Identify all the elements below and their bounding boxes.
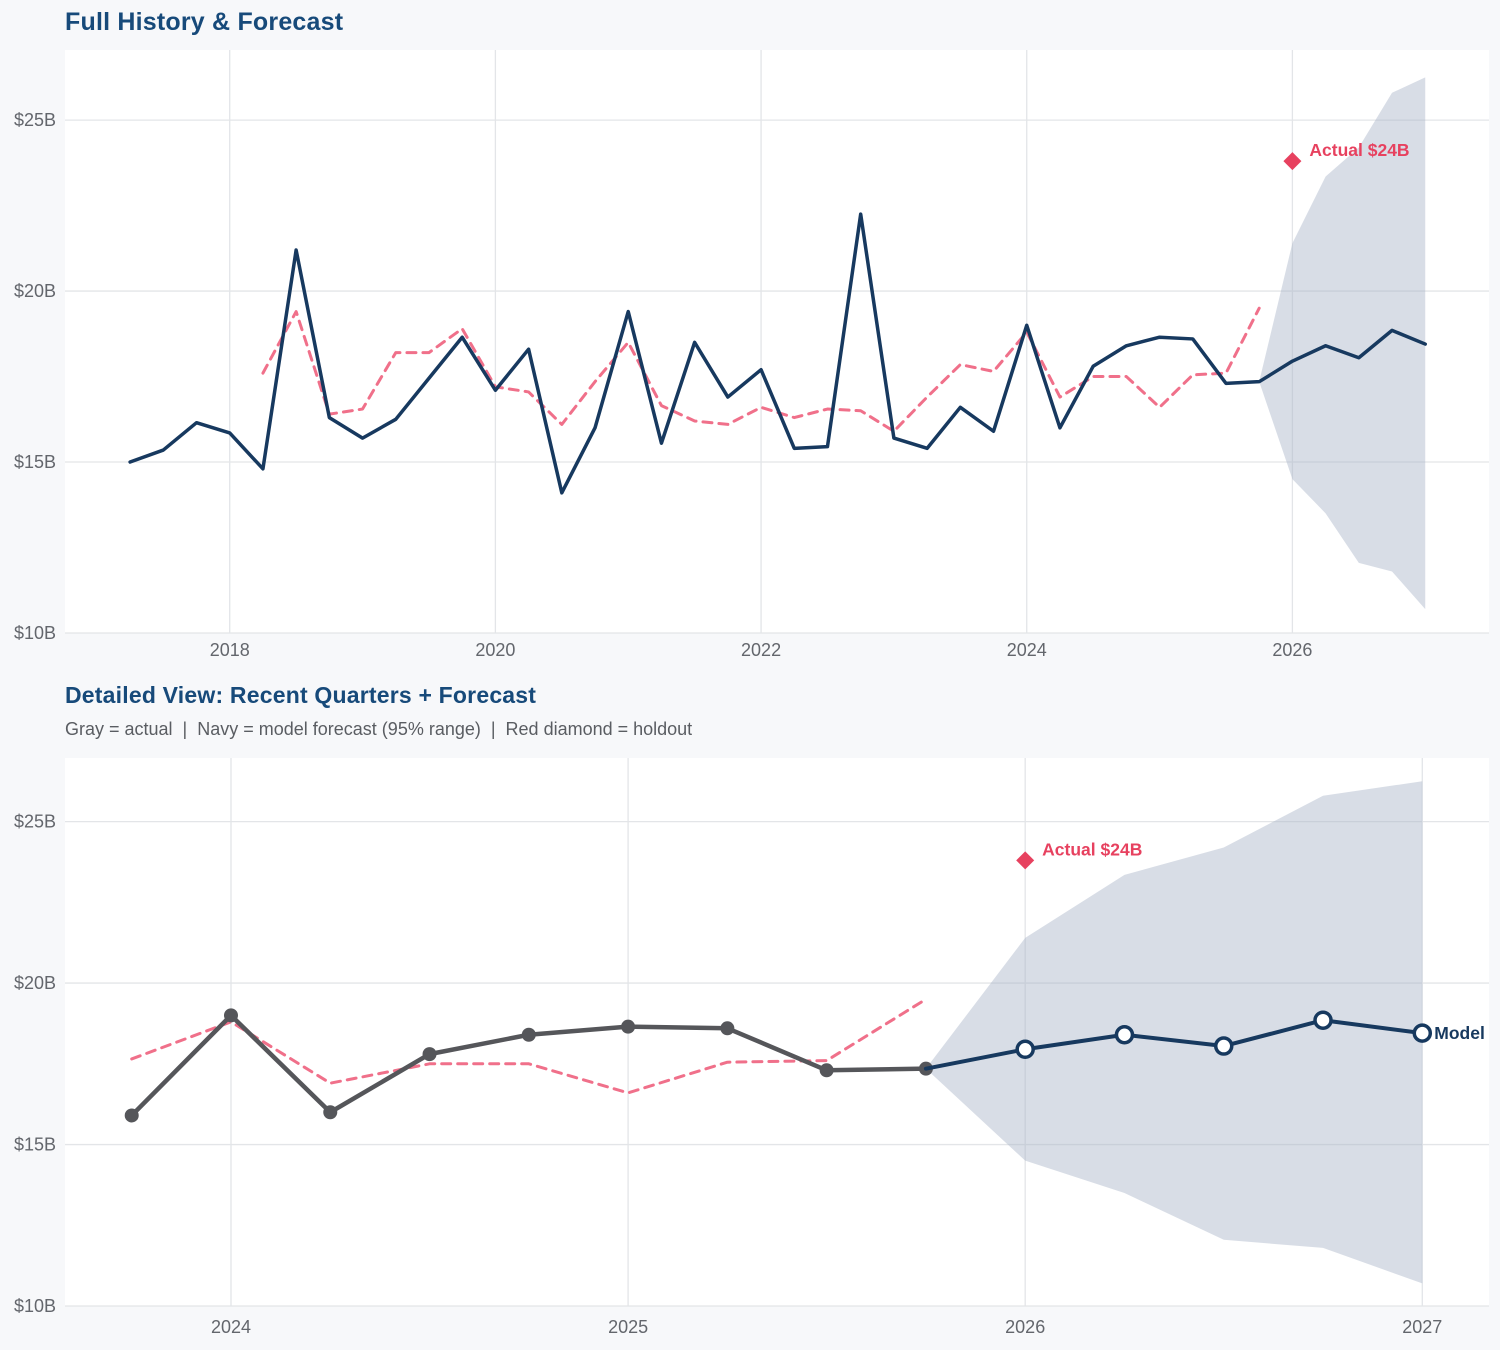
x-axis-tick-label: 2026 [1005,1317,1045,1337]
top-chart-title: Full History & Forecast [65,8,344,36]
x-axis-tick-label: 2026 [1272,640,1312,660]
actual-point-marker [323,1105,338,1120]
y-axis-tick-label: $25B [14,812,56,832]
forecast-uncertainty-band [1259,77,1426,610]
detail-chart-legend-subtitle: Gray = actual | Navy = model forecast (9… [65,719,693,739]
detail-forecast-chart: $25B $20B $15B $10B 2024 2025 2026 2027 Model Act… [14,758,1489,1337]
x-axis-tick-label: 2018 [210,640,250,660]
full-history-forecast-chart: $25B $20B $15B $10B 2018 2020 2022 2024 2026 Actu… [14,50,1489,660]
model-line-label: Model [1434,1023,1485,1043]
forecast-uncertainty-band [925,781,1423,1284]
actual-point-marker [223,1008,238,1023]
series-line-model-forecast [923,1018,1425,1071]
y-axis-tick-label: $10B [14,623,56,643]
y-axis-tick-label: $15B [14,452,56,472]
x-axis-tick-label: 2020 [475,640,515,660]
actual-point-marker [521,1027,536,1042]
actual-point-marker [422,1047,437,1062]
y-axis-tick-label: $15B [14,1135,56,1155]
x-axis-tick-label: 2024 [1007,640,1047,660]
holdout-annotation-label: Actual $24B [1042,839,1142,859]
holdout-annotation-label: Actual $24B [1309,140,1409,160]
forecast-point-marker [1015,1039,1035,1060]
actual-point-marker [621,1019,636,1034]
y-axis-tick-label: $25B [14,110,56,130]
y-axis-tick-label: $20B [14,973,56,993]
forecast-point-marker [1213,1036,1234,1056]
holdout-diamond-marker [1283,152,1302,171]
y-axis-tick-label: $10B [14,1296,56,1316]
x-axis-tick-label: 2024 [211,1317,251,1337]
forecast-point-marker [1114,1024,1135,1045]
x-axis-tick-label: 2027 [1402,1317,1442,1337]
x-axis-tick-label: 2025 [608,1317,648,1337]
plot-background [65,758,1489,1306]
actual-point-marker [720,1021,735,1036]
detail-chart-title: Detailed View: Recent Quarters + Forecas… [65,682,537,708]
series-line-seasonal-baseline [261,306,1261,433]
series-line-history-and-forecast [128,212,1427,495]
forecast-point-marker [1412,1023,1433,1043]
actual-point-marker [819,1063,834,1078]
x-axis-tick-label: 2022 [741,640,781,660]
forecast-point-marker [1313,1010,1333,1030]
y-axis-tick-label: $20B [14,281,56,301]
series-line-seasonal-baseline [130,997,928,1095]
actual-point-marker [124,1108,139,1123]
holdout-diamond-marker [1016,851,1035,870]
plot-background [65,50,1489,633]
